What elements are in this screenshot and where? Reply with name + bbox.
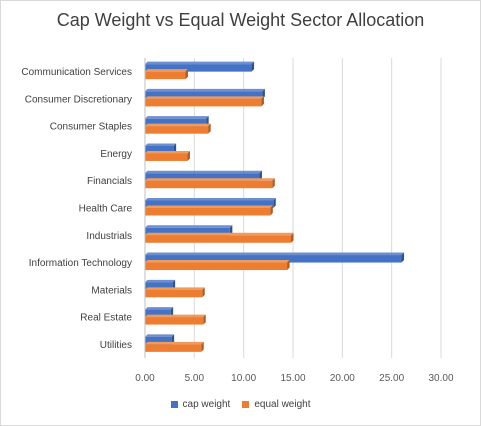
legend-item-equal-weight: equal weight: [242, 399, 310, 410]
bar-cap-weight-health-care-top: [145, 198, 276, 201]
bar-equal-weight-consumer-staples: [145, 126, 209, 134]
bar-cap-weight-real-estate: [145, 309, 171, 318]
bar-equal-weight-communication-services: [145, 71, 186, 80]
bar-cap-weight-communication-services-side: [251, 61, 255, 72]
bar-equal-weight-health-care-top: [145, 205, 273, 208]
x-tick-label: 15.00: [280, 373, 305, 384]
legend-item-cap-weight: cap weight: [170, 399, 231, 410]
bar-cap-weight-information-technology-top: [145, 252, 405, 256]
category-label: Communication Services: [21, 67, 132, 78]
bar-cap-weight-energy-top: [145, 143, 177, 146]
x-tick-label: 25.00: [379, 373, 404, 384]
bar-cap-weight-communication-services-top: [145, 61, 255, 65]
bar-equal-weight-industrials-side: [291, 232, 294, 243]
category-label: Consumer Discretionary: [25, 94, 132, 105]
bar-cap-weight-utilities-top: [145, 334, 175, 337]
bar-cap-weight-information-technology: [145, 255, 402, 263]
bar-equal-weight-communication-services-top: [145, 69, 188, 72]
bar-cap-weight-utilities: [145, 336, 172, 345]
bar-equal-weight-industrials: [145, 235, 292, 243]
category-label: Materials: [91, 285, 132, 296]
bar-equal-weight-consumer-discretionary: [145, 98, 262, 107]
bar-cap-weight-materials-top: [145, 279, 176, 283]
chart-title: Cap Weight vs Equal Weight Sector Alloca…: [56, 10, 425, 30]
legend-label-equal-weight: equal weight: [254, 399, 311, 410]
bar-equal-weight-financials-top: [145, 178, 275, 181]
category-label: Utilities: [100, 340, 132, 351]
bar-equal-weight-consumer-discretionary-top: [145, 96, 264, 99]
bar-equal-weight-industrials-top: [145, 232, 294, 236]
x-tick-label: 20.00: [330, 373, 355, 384]
category-label: Consumer Staples: [50, 122, 132, 133]
bar-cap-weight-real-estate-top: [145, 307, 174, 310]
category-label: Industrials: [86, 231, 132, 242]
category-label: Health Care: [79, 204, 133, 215]
bar-equal-weight-materials-side: [202, 287, 205, 298]
bar-equal-weight-information-technology-top: [145, 260, 290, 263]
bar-equal-weight-consumer-staples-top: [145, 123, 211, 127]
bar-equal-weight-consumer-discretionary-side: [261, 96, 264, 107]
bar-cap-weight-consumer-discretionary: [145, 91, 263, 99]
x-tick-label: 10.00: [231, 373, 256, 384]
bar-equal-weight-financials-side: [272, 178, 275, 189]
legend-swatch-equal-weight: [242, 401, 250, 408]
x-tick-label: 0.00: [135, 373, 155, 384]
bar-cap-weight-financials: [145, 173, 260, 181]
bar-cap-weight-information-technology-side: [401, 252, 405, 263]
bar-cap-weight-health-care: [145, 200, 274, 208]
bar-equal-weight-materials-top: [145, 287, 205, 290]
bar-cap-weight-industrials: [145, 227, 230, 236]
bar-equal-weight-information-technology: [145, 262, 288, 271]
bar-equal-weight-consumer-staples-side: [208, 123, 211, 134]
bar-equal-weight-materials: [145, 289, 203, 298]
bar-equal-weight-utilities: [145, 344, 202, 352]
legend-swatch-cap-weight: [170, 401, 178, 408]
bar-cap-weight-energy: [145, 145, 174, 154]
chart-legend: cap weight equal weight: [0, 399, 481, 410]
bar-equal-weight-information-technology-side: [287, 260, 290, 271]
bar-cap-weight-materials: [145, 282, 173, 290]
category-label: Information Technology: [29, 258, 132, 269]
category-label: Energy: [100, 149, 132, 160]
bar-equal-weight-energy: [145, 153, 188, 161]
bar-equal-weight-health-care: [145, 208, 271, 216]
x-tick-label: 5.00: [185, 373, 205, 384]
bar-cap-weight-industrials-top: [145, 225, 233, 228]
bar-cap-weight-consumer-discretionary-top: [145, 88, 265, 92]
bar-equal-weight-communication-services-side: [185, 69, 188, 80]
bar-equal-weight-health-care-side: [270, 205, 273, 216]
legend-label-cap-weight: cap weight: [182, 399, 231, 410]
x-tick-label: 30.00: [428, 373, 453, 384]
bar-equal-weight-utilities-top: [145, 341, 204, 345]
bar-cap-weight-communication-services: [145, 64, 252, 72]
bar-cap-weight-health-care-side: [273, 198, 276, 208]
bar-equal-weight-real-estate-side: [203, 314, 206, 325]
category-label: Financials: [87, 176, 132, 187]
bar-cap-weight-consumer-staples: [145, 118, 207, 127]
bar-equal-weight-energy-side: [187, 150, 190, 161]
bar-equal-weight-financials: [145, 180, 273, 189]
bar-equal-weight-real-estate-top: [145, 314, 206, 318]
bar-equal-weight-energy-top: [145, 150, 190, 154]
bar-equal-weight-real-estate: [145, 317, 204, 325]
category-label: Real Estate: [80, 313, 132, 324]
bar-cap-weight-consumer-staples-top: [145, 116, 209, 119]
bar-equal-weight-utilities-side: [201, 341, 204, 352]
bar-cap-weight-financials-top: [145, 170, 262, 174]
